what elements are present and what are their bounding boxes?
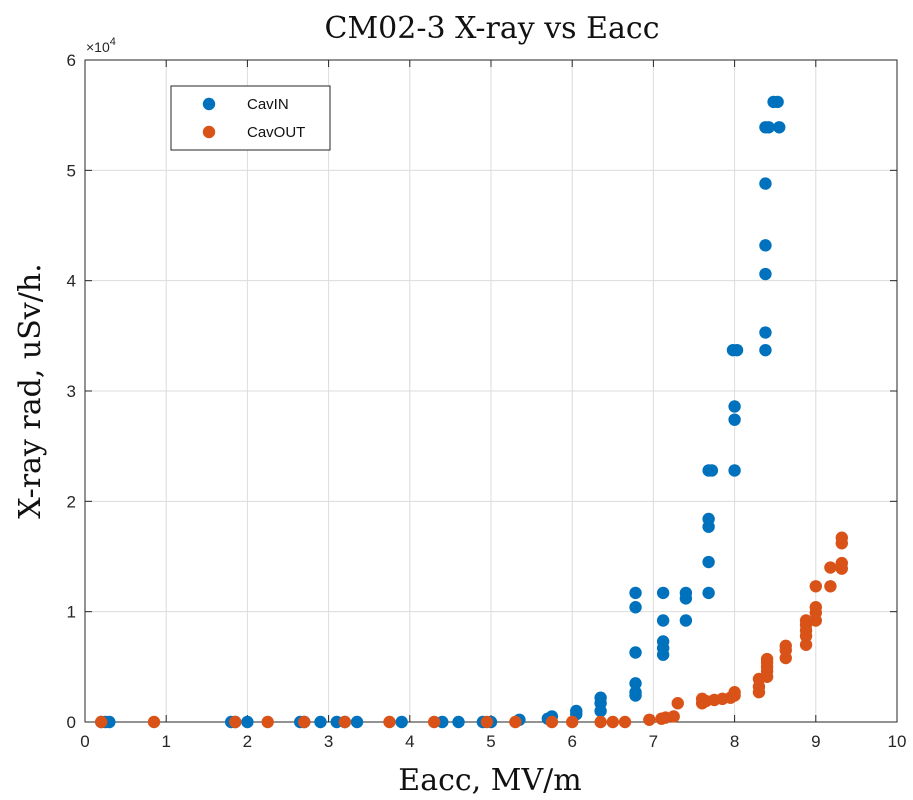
data-point [728, 464, 741, 477]
y-axis: 0 1 2 3 4 5 6 [67, 51, 897, 732]
data-point [759, 239, 772, 252]
data-point [629, 677, 642, 690]
series-cavin [95, 95, 786, 729]
legend-label: CavOUT [247, 124, 305, 141]
data-point [656, 635, 670, 648]
data-point [545, 715, 559, 729]
data-point [566, 715, 579, 729]
data-point [629, 586, 642, 600]
data-point [594, 715, 607, 729]
legend-box [170, 85, 331, 151]
x-tick-label: 8 [730, 732, 739, 751]
data-point [759, 343, 772, 357]
data-point [762, 121, 775, 134]
x-tick-label: 9 [811, 732, 820, 751]
data-point [338, 715, 352, 729]
series-cavout [95, 531, 848, 729]
data-point [702, 512, 715, 526]
x-tick-label: 3 [324, 732, 333, 751]
legend-marker [202, 97, 216, 111]
data-point [427, 715, 441, 729]
data-point [452, 715, 465, 729]
data-point [760, 652, 774, 666]
data-point [147, 715, 161, 729]
x-tick-label: 4 [405, 732, 414, 751]
data-points [95, 95, 848, 729]
data-point [771, 95, 784, 109]
legend-marker [202, 125, 216, 139]
chart-title: CM02-3 X-ray vs Eacc [324, 11, 659, 46]
data-point [314, 715, 327, 729]
data-point [730, 343, 744, 357]
data-point [298, 715, 311, 729]
data-point [809, 601, 822, 614]
data-point [350, 715, 364, 729]
data-point [759, 326, 772, 339]
data-point [395, 715, 408, 729]
data-point [679, 614, 693, 627]
y-tick-label: 1 [67, 603, 76, 622]
data-point [606, 715, 619, 729]
y-tick-label: 5 [67, 161, 76, 180]
x-axis: 0 1 2 3 4 5 6 7 8 9 10 [80, 60, 906, 751]
x-axis-label: Eacc, MV/m [398, 763, 581, 798]
y-tick-label: 6 [67, 51, 76, 70]
legend-label: CavIN [247, 96, 289, 113]
data-point [383, 715, 396, 729]
data-point [705, 464, 719, 477]
data-point [728, 413, 741, 426]
data-point [773, 121, 786, 134]
data-point [618, 715, 632, 729]
data-point [728, 686, 741, 699]
data-point [241, 715, 254, 729]
data-point [779, 639, 792, 653]
legend: CavIN CavOUT [170, 85, 331, 151]
data-point [667, 710, 680, 723]
data-point [594, 691, 607, 704]
data-point [629, 601, 642, 614]
data-point [759, 177, 772, 190]
data-point [656, 586, 670, 600]
x-tick-label: 2 [243, 732, 252, 751]
x-tick-label: 6 [567, 732, 576, 751]
data-point [480, 715, 494, 729]
data-point [671, 697, 684, 710]
data-point [261, 715, 274, 729]
data-point [629, 686, 642, 699]
data-point [799, 614, 813, 627]
data-point [799, 638, 813, 651]
y-tick-label: 2 [67, 492, 76, 511]
data-point [824, 580, 837, 593]
data-point [702, 586, 715, 600]
data-point [570, 704, 583, 718]
data-point [656, 614, 670, 627]
y-tick-label: 4 [67, 272, 76, 291]
data-point [509, 715, 522, 729]
data-point [835, 556, 848, 570]
x-tick-label: 1 [161, 732, 170, 751]
x-tick-label: 10 [888, 732, 907, 751]
data-point [702, 555, 715, 569]
y-tick-label: 3 [67, 382, 76, 401]
data-point [809, 580, 822, 593]
data-point [835, 531, 848, 544]
y-exponent-label: ×104 [86, 36, 116, 55]
data-point [643, 713, 656, 726]
x-tick-label: 0 [80, 732, 89, 751]
x-tick-label: 7 [649, 732, 658, 751]
data-point [629, 646, 642, 659]
y-tick-label: 0 [67, 713, 76, 732]
data-point [759, 267, 772, 281]
data-point [229, 715, 242, 729]
x-tick-label: 5 [486, 732, 495, 751]
y-axis-label: X-ray rad, uSv/h. [13, 263, 48, 518]
data-point [95, 715, 108, 729]
data-point [728, 400, 741, 413]
data-point [679, 586, 693, 600]
data-point [824, 561, 837, 574]
